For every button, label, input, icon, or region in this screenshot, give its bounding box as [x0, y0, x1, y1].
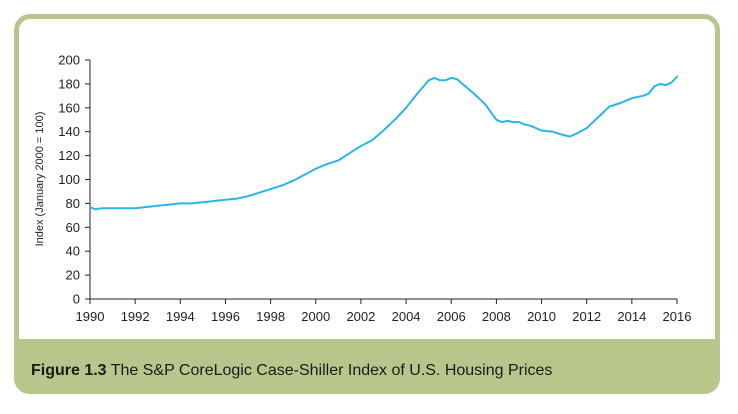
x-tick-label: 2010 [527, 309, 556, 324]
y-axis-title: Index (January 2000 = 100) [34, 112, 46, 247]
x-tick-label: 1994 [166, 309, 195, 324]
x-tick-label: 2000 [301, 309, 330, 324]
axes [85, 59, 678, 304]
series-line [89, 75, 678, 211]
y-tick-label: 0 [73, 292, 80, 307]
y-tick-label: 200 [58, 53, 80, 68]
caption-bar [14, 339, 720, 394]
y-tick-label: 60 [66, 220, 80, 235]
x-tick-label: 2014 [617, 309, 646, 324]
figure-frame [14, 14, 720, 394]
x-tick-label: 1992 [121, 309, 150, 324]
x-tick-label: 2008 [482, 309, 511, 324]
x-tick-label: 1996 [211, 309, 240, 324]
x-tick-label: 2004 [392, 309, 421, 324]
x-tick-label: 2012 [572, 309, 601, 324]
figure-caption: Figure 1.3 The S&P CoreLogic Case-Shille… [31, 362, 552, 380]
x-tick-label: 2016 [663, 309, 692, 324]
y-tick-label: 40 [66, 244, 80, 259]
y-tick-label: 180 [58, 76, 80, 91]
y-tick-label: 140 [58, 124, 80, 139]
y-tick-label: 20 [66, 268, 80, 283]
tick-labels: 0 20 40 60 80 100 120 140 160 180 200 1990 1992 1994 1… [58, 53, 691, 325]
y-tick-label: 100 [58, 172, 80, 187]
y-tick-label: 120 [58, 148, 80, 163]
x-tick-label: 2002 [346, 309, 375, 324]
x-tick-label: 1998 [256, 309, 285, 324]
caption-number: Figure 1.3 [31, 362, 107, 379]
y-tick-label: 80 [66, 196, 80, 211]
x-tick-label: 2006 [437, 309, 466, 324]
series-layer [89, 75, 678, 211]
caption-title: The S&P CoreLogic Case-Shiller Index of … [110, 362, 553, 379]
y-tick-label: 160 [58, 100, 80, 115]
x-tick-label: 1990 [76, 309, 105, 324]
